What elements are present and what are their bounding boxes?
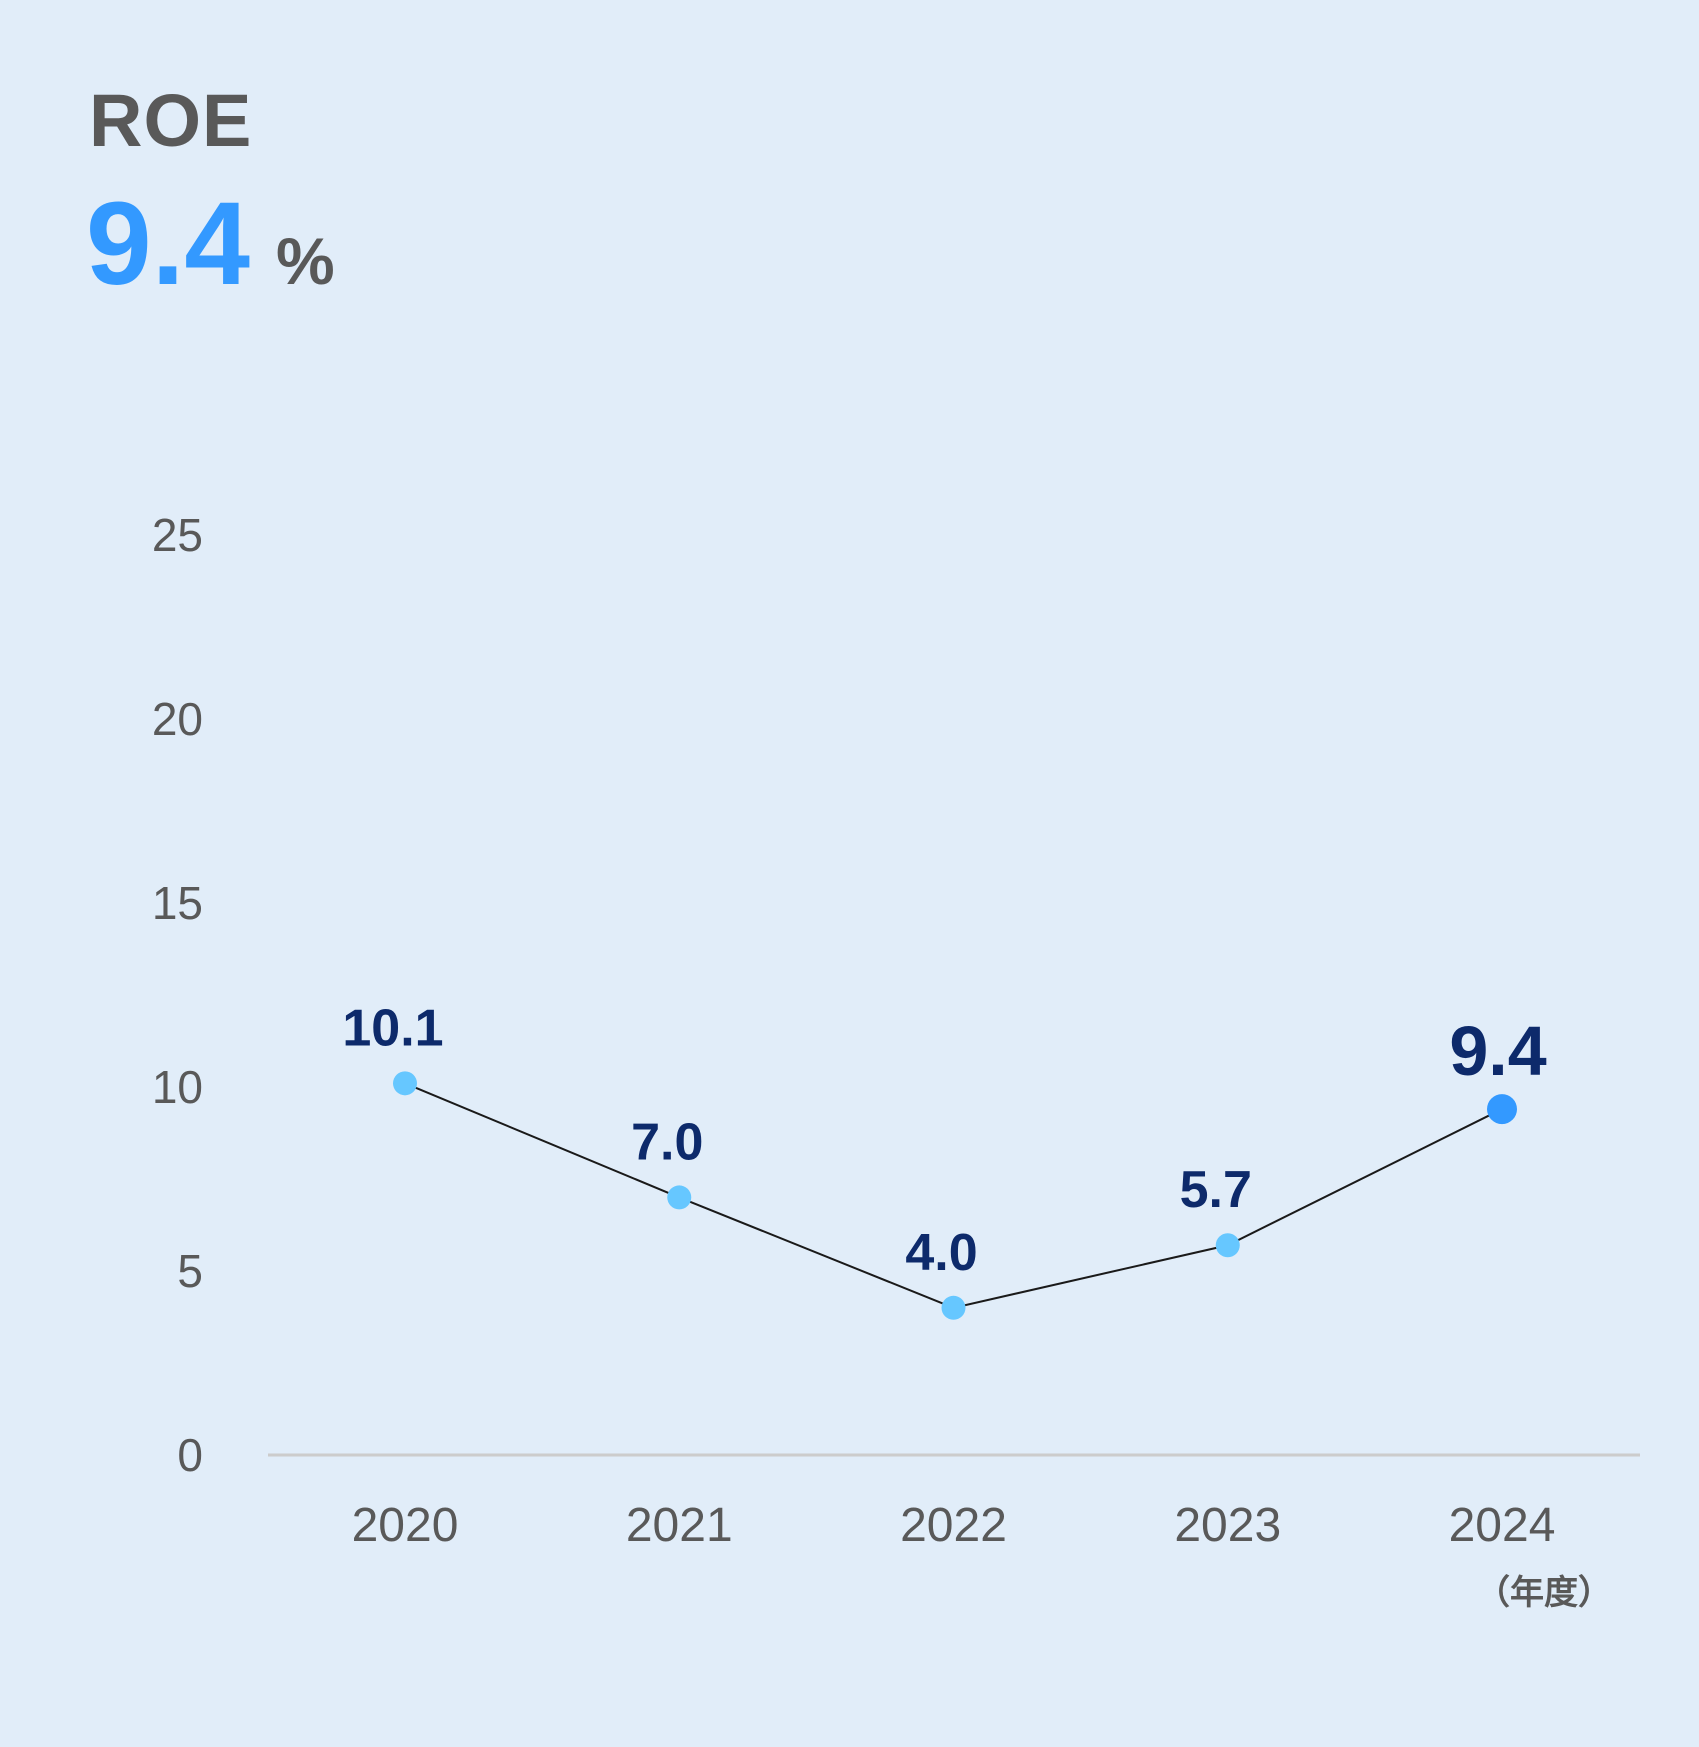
data-point bbox=[1215, 1233, 1240, 1258]
metric-unit: % bbox=[276, 224, 335, 298]
data-label: 10.1 bbox=[342, 999, 443, 1057]
data-point bbox=[393, 1071, 417, 1096]
x-unit-note: （年度） bbox=[1476, 1573, 1612, 1612]
metric-title: ROE bbox=[89, 79, 253, 162]
x-tick-label: 2024 bbox=[1449, 1499, 1556, 1552]
data-point-highlight bbox=[1487, 1094, 1517, 1125]
y-axis-ticks: 0 5 10 15 20 25 bbox=[152, 509, 203, 1481]
y-tick-label: 10 bbox=[152, 1061, 203, 1113]
data-point bbox=[941, 1295, 966, 1320]
x-tick-label: 2022 bbox=[900, 1499, 1007, 1552]
y-tick-label: 5 bbox=[177, 1245, 203, 1297]
data-points bbox=[393, 1071, 1517, 1320]
data-label: 5.7 bbox=[1180, 1161, 1252, 1219]
y-tick-label: 25 bbox=[152, 509, 203, 561]
data-point bbox=[667, 1185, 692, 1210]
data-label: 4.0 bbox=[905, 1224, 977, 1282]
data-label-highlight: 9.4 bbox=[1449, 1012, 1546, 1090]
x-axis-ticks: 2020 2021 2022 2023 2024 bbox=[352, 1499, 1556, 1552]
metric-value: 9.4 bbox=[86, 178, 251, 310]
y-tick-label: 15 bbox=[152, 877, 203, 929]
data-label: 7.0 bbox=[631, 1113, 703, 1171]
x-tick-label: 2020 bbox=[352, 1499, 459, 1552]
y-tick-label: 20 bbox=[152, 693, 203, 745]
x-tick-label: 2023 bbox=[1174, 1499, 1281, 1552]
y-tick-label: 0 bbox=[177, 1429, 203, 1481]
metric-headline: 9.4% bbox=[86, 185, 335, 303]
x-tick-label: 2021 bbox=[626, 1499, 733, 1552]
data-labels: 10.1 7.0 4.0 5.7 9.4 bbox=[342, 999, 1546, 1281]
